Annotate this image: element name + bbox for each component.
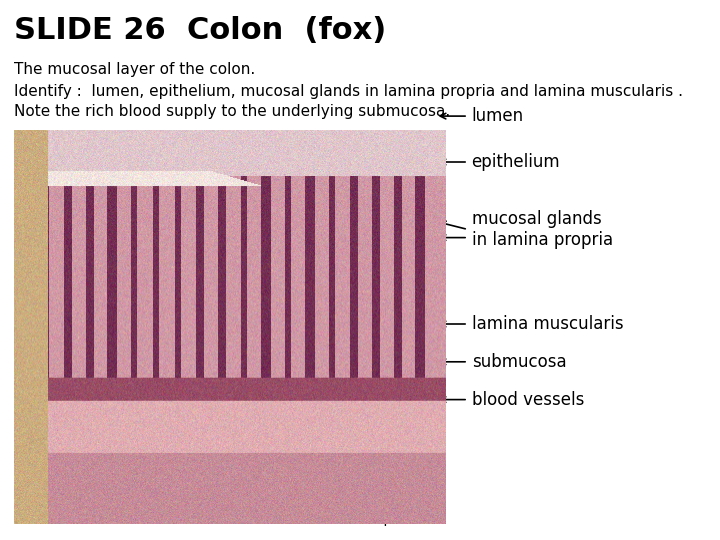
- Text: The mucosal layer of the colon.: The mucosal layer of the colon.: [14, 62, 256, 77]
- Text: lamina muscularis: lamina muscularis: [472, 315, 624, 333]
- Text: Note the rich blood supply to the underlying submucosa.: Note the rich blood supply to the underl…: [14, 104, 451, 119]
- Text: submucosa: submucosa: [472, 353, 566, 371]
- Text: 250 μm: 250 μm: [354, 512, 406, 526]
- Text: Identify :  lumen, epithelium, mucosal glands in lamina propria and lamina muscu: Identify : lumen, epithelium, mucosal gl…: [14, 84, 683, 99]
- Text: blood vessels: blood vessels: [472, 390, 584, 409]
- Text: mucosal glands
in lamina propria: mucosal glands in lamina propria: [472, 210, 613, 249]
- Text: SLIDE 26  Colon  (fox): SLIDE 26 Colon (fox): [14, 16, 387, 45]
- Text: lumen: lumen: [472, 107, 523, 125]
- Text: epithelium: epithelium: [472, 153, 560, 171]
